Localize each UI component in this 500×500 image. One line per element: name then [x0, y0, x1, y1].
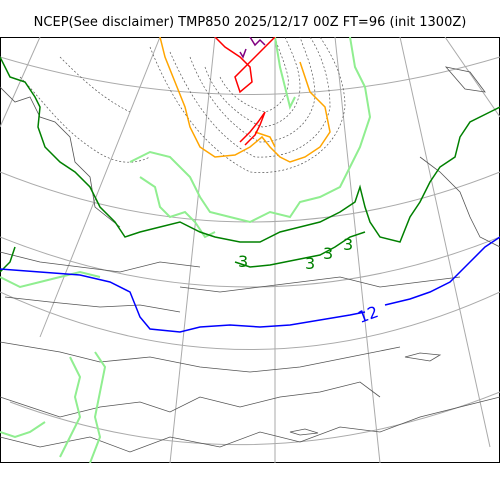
purple-contour-1 [239, 36, 266, 59]
lgreen-contour-2 [139, 176, 216, 239]
meridian-1 [0, 36, 41, 128]
lat-arc-1 [0, 56, 500, 95]
coast-right [419, 156, 500, 248]
dgreen-contour-2 [234, 231, 366, 268]
lgreen-contour-6 [89, 351, 107, 464]
coast-mid-1 [0, 341, 401, 373]
dgreen-contour-1 [0, 56, 500, 243]
lgreen-contour-4 [0, 270, 101, 289]
dotted-contour-2 [169, 36, 331, 158]
red-contour-2 [239, 111, 266, 146]
label-green-3-a: 3 [238, 252, 248, 271]
island-2 [289, 428, 319, 436]
blue-contour-12 [0, 268, 366, 333]
coast-bottom [0, 396, 500, 453]
dotted-contour-3 [189, 36, 316, 143]
graticule [0, 36, 500, 464]
coast-inner-1 [179, 276, 461, 293]
lgreen-contour-5 [59, 356, 82, 458]
red-contours [214, 36, 276, 146]
coast-inner-2 [4, 296, 181, 313]
map-panel: 3 3 3 3 12 [0, 36, 500, 464]
orange-contour-2 [254, 131, 276, 148]
coast-mid-2 [0, 381, 381, 418]
lat-arc-4 [0, 291, 500, 350]
orange-contours [159, 36, 331, 163]
label-green-3-d: 3 [343, 235, 353, 254]
island-3 [444, 66, 486, 93]
light-green-contours [0, 36, 372, 464]
coastlines [0, 66, 500, 453]
blue-contour-12-b [384, 236, 500, 306]
dotted-contour-7 [59, 56, 131, 113]
coast-left-2 [0, 251, 201, 273]
label-green-3-c: 3 [323, 244, 333, 263]
blue-contours [0, 236, 500, 333]
lat-arc-3 [0, 236, 500, 288]
dotted-contour-4 [204, 36, 301, 128]
label-green-3-b: 3 [305, 254, 315, 273]
lgreen-contour-3 [274, 36, 296, 110]
red-contour-1 [214, 36, 276, 94]
meridian-5 [334, 36, 381, 464]
meridian-6 [399, 36, 491, 448]
dotted-contour-6 [19, 76, 151, 163]
chart-title: NCEP(See disclaimer) TMP850 2025/12/17 0… [33, 15, 467, 30]
lgreen-contour-1 [129, 36, 372, 224]
map-svg: 3 3 3 3 12 [0, 36, 500, 464]
island-1 [404, 352, 442, 362]
map-border [0, 37, 500, 463]
meridian-2 [39, 36, 161, 338]
lgreen-contour-7 [0, 421, 46, 439]
meridian-7 [444, 36, 500, 118]
orange-contour-1 [159, 36, 331, 163]
meridian-3 [169, 36, 216, 464]
purple-contours [239, 36, 266, 59]
dotted-contours [19, 36, 346, 173]
